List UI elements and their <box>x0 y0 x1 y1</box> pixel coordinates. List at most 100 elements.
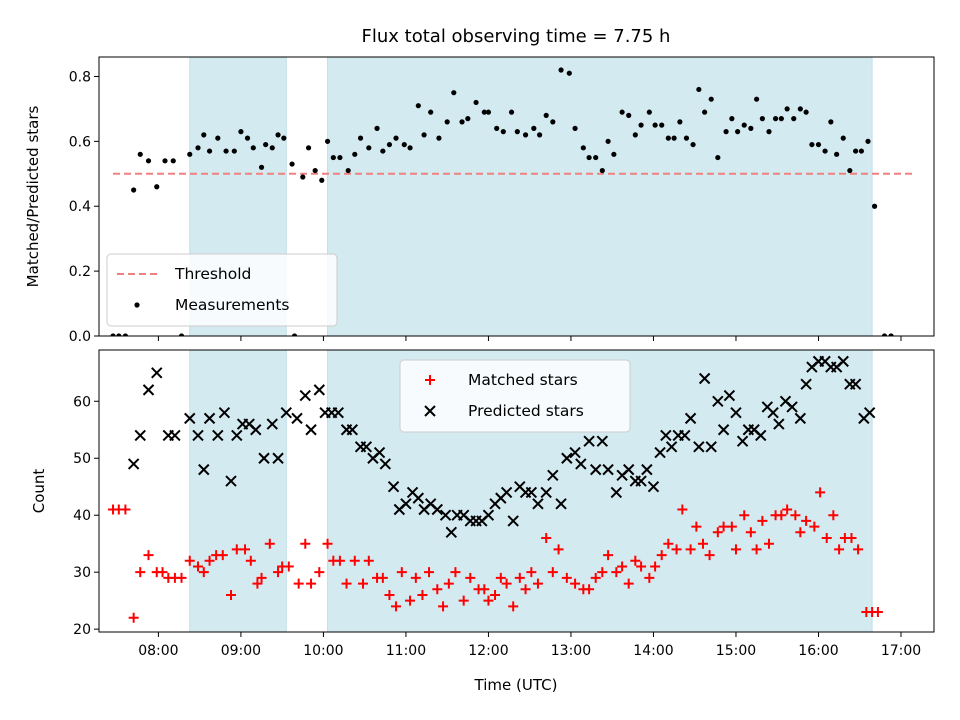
matched-point <box>198 567 209 578</box>
measurement-point <box>550 119 556 125</box>
measurement-point <box>748 125 754 131</box>
y-tick-label: 0.2 <box>69 264 91 280</box>
legend-label: Threshold <box>174 265 251 283</box>
matched-point <box>691 521 702 532</box>
series-matched-stars <box>108 487 883 623</box>
bottom-panel: 20 30 40 50 60 08:00 09:00 10:00 11:00 12:00 13:00… <box>30 349 935 659</box>
measurement-point <box>778 116 784 122</box>
legend-label: Matched stars <box>468 371 578 389</box>
measurement-point <box>797 106 803 112</box>
predicted-point <box>299 389 311 402</box>
matched-point <box>597 567 608 578</box>
measurement-point <box>275 132 281 138</box>
measurement-point <box>263 141 269 148</box>
x-tick-label: 12:00 <box>468 643 508 659</box>
predicted-point <box>445 526 458 539</box>
predicted-point <box>736 435 749 447</box>
matched-point <box>256 572 267 583</box>
predicted-point <box>439 509 452 521</box>
matched-point <box>157 567 168 578</box>
predicted-point <box>203 412 216 425</box>
predicted-point <box>192 429 204 442</box>
matched-point <box>501 578 512 589</box>
measurement-point <box>451 90 457 96</box>
matched-point <box>424 567 435 578</box>
measurement-point <box>187 151 193 157</box>
matched-point <box>656 550 667 561</box>
matched-point <box>650 561 661 572</box>
legend-label: Measurements <box>175 296 290 314</box>
matched-point <box>801 515 812 526</box>
measurement-point <box>407 145 413 151</box>
predicted-point <box>730 406 742 419</box>
matched-point <box>273 567 284 578</box>
predicted-point <box>169 429 181 442</box>
measurement-point <box>231 148 237 154</box>
matched-point <box>334 555 345 566</box>
predicted-point <box>800 378 812 390</box>
measurement-point <box>822 148 828 154</box>
measurement-point <box>415 103 421 109</box>
y-tick-label: 40 <box>73 508 91 524</box>
measurement-point <box>683 135 690 141</box>
axes-frame <box>98 56 935 337</box>
matched-point <box>584 584 595 595</box>
matched-point <box>763 538 774 549</box>
predicted-point <box>590 463 602 476</box>
predicted-point <box>794 412 807 425</box>
predicted-point <box>507 515 519 527</box>
measurement-point <box>366 145 372 151</box>
predicted-point <box>360 441 373 453</box>
measurement-point <box>393 135 399 141</box>
matched-point <box>751 544 762 555</box>
plot-area <box>110 57 914 336</box>
predicted-point <box>373 446 386 459</box>
legend-label: Predicted stars <box>468 402 584 420</box>
predicted-point <box>547 469 559 482</box>
measurement-point <box>500 129 506 135</box>
matched-point <box>603 550 614 561</box>
matched-point <box>704 550 715 561</box>
measurement-point <box>291 333 298 336</box>
measurement-point <box>531 125 537 131</box>
matched-point <box>636 561 647 572</box>
matched-point <box>671 544 682 555</box>
x-tick-label: 08:00 <box>138 643 178 659</box>
measurement-point <box>626 112 632 118</box>
matched-point <box>245 555 256 566</box>
measurement-point <box>815 141 822 148</box>
predicted-point <box>837 355 849 368</box>
predicted-point <box>665 441 678 453</box>
measurement-point <box>766 129 772 135</box>
measurement-point <box>599 167 605 174</box>
matched-point <box>438 601 449 612</box>
predicted-point <box>569 446 581 459</box>
measurement-point <box>853 148 859 154</box>
y-tick-label: 20 <box>73 622 91 638</box>
predicted-point <box>500 486 513 499</box>
measurement-point <box>791 116 797 122</box>
measurement-point <box>611 151 617 157</box>
predicted-point <box>346 424 359 436</box>
matched-point <box>293 578 304 589</box>
matched-point <box>547 567 558 578</box>
measurement-point <box>754 96 760 102</box>
measurement-point <box>566 70 572 76</box>
predicted-point <box>332 406 344 419</box>
predicted-point <box>198 463 210 476</box>
predicted-point <box>635 475 647 487</box>
predicted-point <box>134 429 146 442</box>
matched-point <box>590 572 601 583</box>
measurement-point <box>715 154 721 161</box>
measurement-point <box>665 135 671 141</box>
x-tick-label: 17:00 <box>881 643 921 659</box>
measurement-point <box>840 135 846 141</box>
predicted-point <box>717 424 730 436</box>
measurement-point <box>305 145 312 151</box>
series-predicted-stars <box>127 355 876 539</box>
matched-point <box>834 544 845 555</box>
predicted-point <box>583 435 595 447</box>
matched-point <box>541 533 552 543</box>
matched-point <box>697 538 708 549</box>
predicted-point <box>660 429 672 442</box>
